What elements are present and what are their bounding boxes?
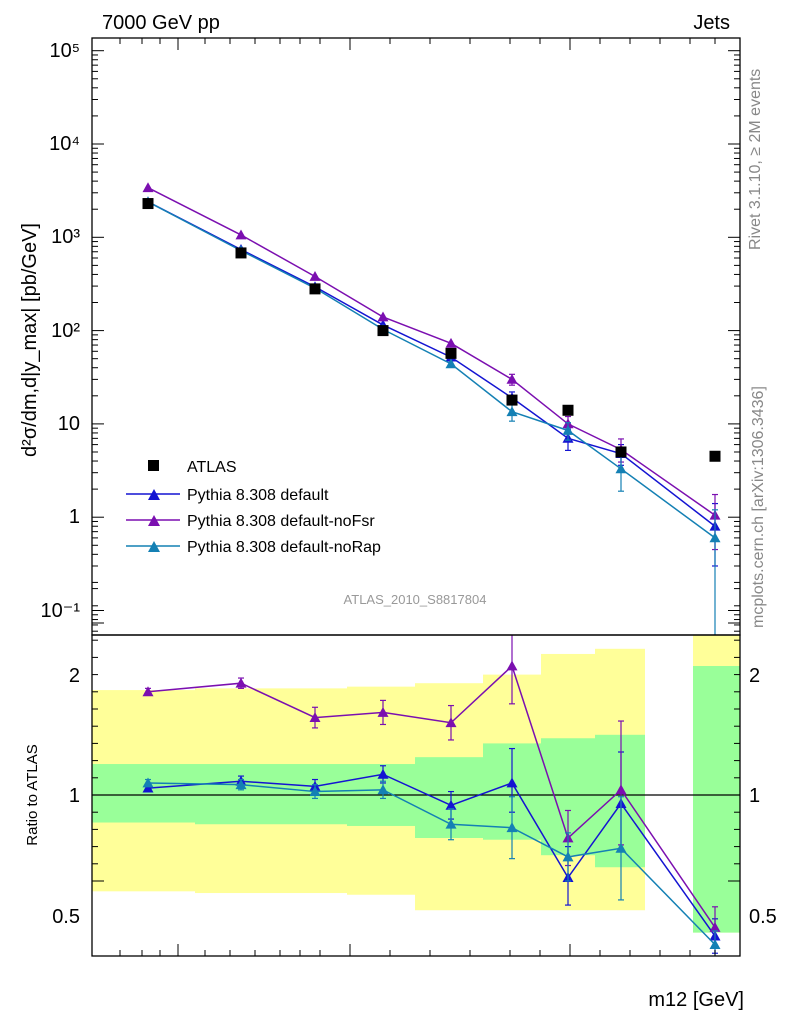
plot-title-right: Jets xyxy=(693,12,730,34)
ratio-series-3-point xyxy=(142,777,154,788)
ratio-series-2-point xyxy=(615,784,627,795)
rivet-label: Rivet 3.1.10, ≥ 2M events xyxy=(747,69,764,250)
ratio-tick-label: 1 xyxy=(69,785,80,807)
main-series-2-point xyxy=(142,182,154,193)
atlas-data-point xyxy=(506,394,518,406)
ratio-series-3-point xyxy=(562,851,574,862)
ratio-series-1-point xyxy=(377,768,389,779)
ratio-series-2-point xyxy=(445,717,457,728)
atlas-data-point xyxy=(235,247,247,259)
main-series-1-line xyxy=(147,201,716,527)
ratio-series-3-point xyxy=(709,939,721,950)
atlas-data-point xyxy=(309,283,321,295)
atlas-data-point xyxy=(377,325,389,337)
legend-marker-default xyxy=(148,489,160,500)
main-series-3-point xyxy=(506,406,518,417)
y-tick-label: 10⁴ xyxy=(49,133,80,155)
ratio-tick-label: 2 xyxy=(69,665,80,687)
main-series-3-point xyxy=(562,424,574,435)
ratio-series-2-point xyxy=(235,677,247,688)
main-series-2-point xyxy=(309,271,321,281)
mcplots-label: mcplots.cern.ch [arXiv:1306.3436] xyxy=(750,386,767,628)
ratio-series-1-point xyxy=(142,782,154,793)
y-tick-label: 10⁻¹ xyxy=(41,600,81,622)
ratio-series-group xyxy=(142,635,721,956)
main-series-3-point xyxy=(615,463,627,474)
ratio-series-2-point xyxy=(142,686,154,697)
ratio-series-3-point xyxy=(506,822,518,833)
green-band-segment xyxy=(92,764,195,823)
y-tick-label: 10 xyxy=(58,413,80,435)
ratio-series-3-point xyxy=(235,779,247,790)
y-tick-label: 1 xyxy=(69,506,80,528)
legend-label-nofsr: Pythia 8.308 default-noFsr xyxy=(187,513,375,530)
atlas-data-point xyxy=(445,347,457,359)
main-series-3-point xyxy=(709,532,721,543)
atlas-data-point xyxy=(562,404,574,416)
main-series-2-point xyxy=(235,229,247,240)
ratio-tick-label-right: 0.5 xyxy=(749,906,777,928)
ratio-uncertainty-bands xyxy=(92,635,740,933)
ratio-series-3-point xyxy=(615,842,627,853)
legend-marker-norap xyxy=(148,541,160,552)
ratio-series-2-point xyxy=(506,660,518,671)
legend-marker-nofsr xyxy=(148,515,160,526)
ratio-series-2-point xyxy=(309,712,321,722)
atlas-data-point xyxy=(615,446,627,458)
ratio-series-1-point xyxy=(445,799,457,810)
legend-label-norap: Pythia 8.308 default-noRap xyxy=(187,539,381,556)
main-series-3-point xyxy=(445,358,457,369)
main-series-2-point xyxy=(445,337,457,348)
main-series-2-point xyxy=(506,373,518,384)
legend-label-atlas: ATLAS xyxy=(187,459,237,476)
main-y-axis-label: d²σ/dm,d|y_max| [pb/GeV] xyxy=(19,223,41,457)
ratio-tick-label-right: 2 xyxy=(749,665,760,687)
ratio-series-1-point xyxy=(506,777,518,788)
ratio-series-2-point xyxy=(709,921,721,932)
main-series-2-point xyxy=(377,311,389,322)
main-y-tick-labels: 10⁵ 10⁴ 10³ 10² 10 1 10⁻¹ xyxy=(41,40,81,622)
main-series-group xyxy=(142,182,721,635)
ratio-series-3-point xyxy=(445,818,457,829)
ratio-tick-label-right: 1 xyxy=(749,785,760,807)
x-axis-label: m12 [GeV] xyxy=(648,989,744,1011)
ratio-series-3-point xyxy=(377,784,389,795)
ratio-series-2-point xyxy=(377,706,389,717)
atlas-data-point xyxy=(709,450,721,462)
plot-title-left: 7000 GeV pp xyxy=(102,12,220,34)
ratio-tick-label: 0.5 xyxy=(52,906,80,928)
y-tick-label: 10⁵ xyxy=(49,40,80,62)
legend-marker-atlas xyxy=(148,460,159,471)
y-tick-label: 10³ xyxy=(51,226,80,248)
legend: ATLAS Pythia 8.308 default Pythia 8.308 … xyxy=(126,459,381,556)
green-band-segment xyxy=(195,764,276,825)
legend-label-default: Pythia 8.308 default xyxy=(187,487,329,504)
ratio-series-3-point xyxy=(309,786,321,796)
axis-ticks xyxy=(92,38,740,956)
green-band-segment xyxy=(693,666,740,933)
atlas-data-point xyxy=(142,198,154,210)
analysis-watermark: ATLAS_2010_S8817804 xyxy=(344,592,487,607)
y-tick-label: 10² xyxy=(51,320,80,342)
ratio-y-tick-labels: 2 1 0.5 2 1 0.5 xyxy=(52,665,777,928)
ratio-y-axis-label: Ratio to ATLAS xyxy=(24,744,41,845)
